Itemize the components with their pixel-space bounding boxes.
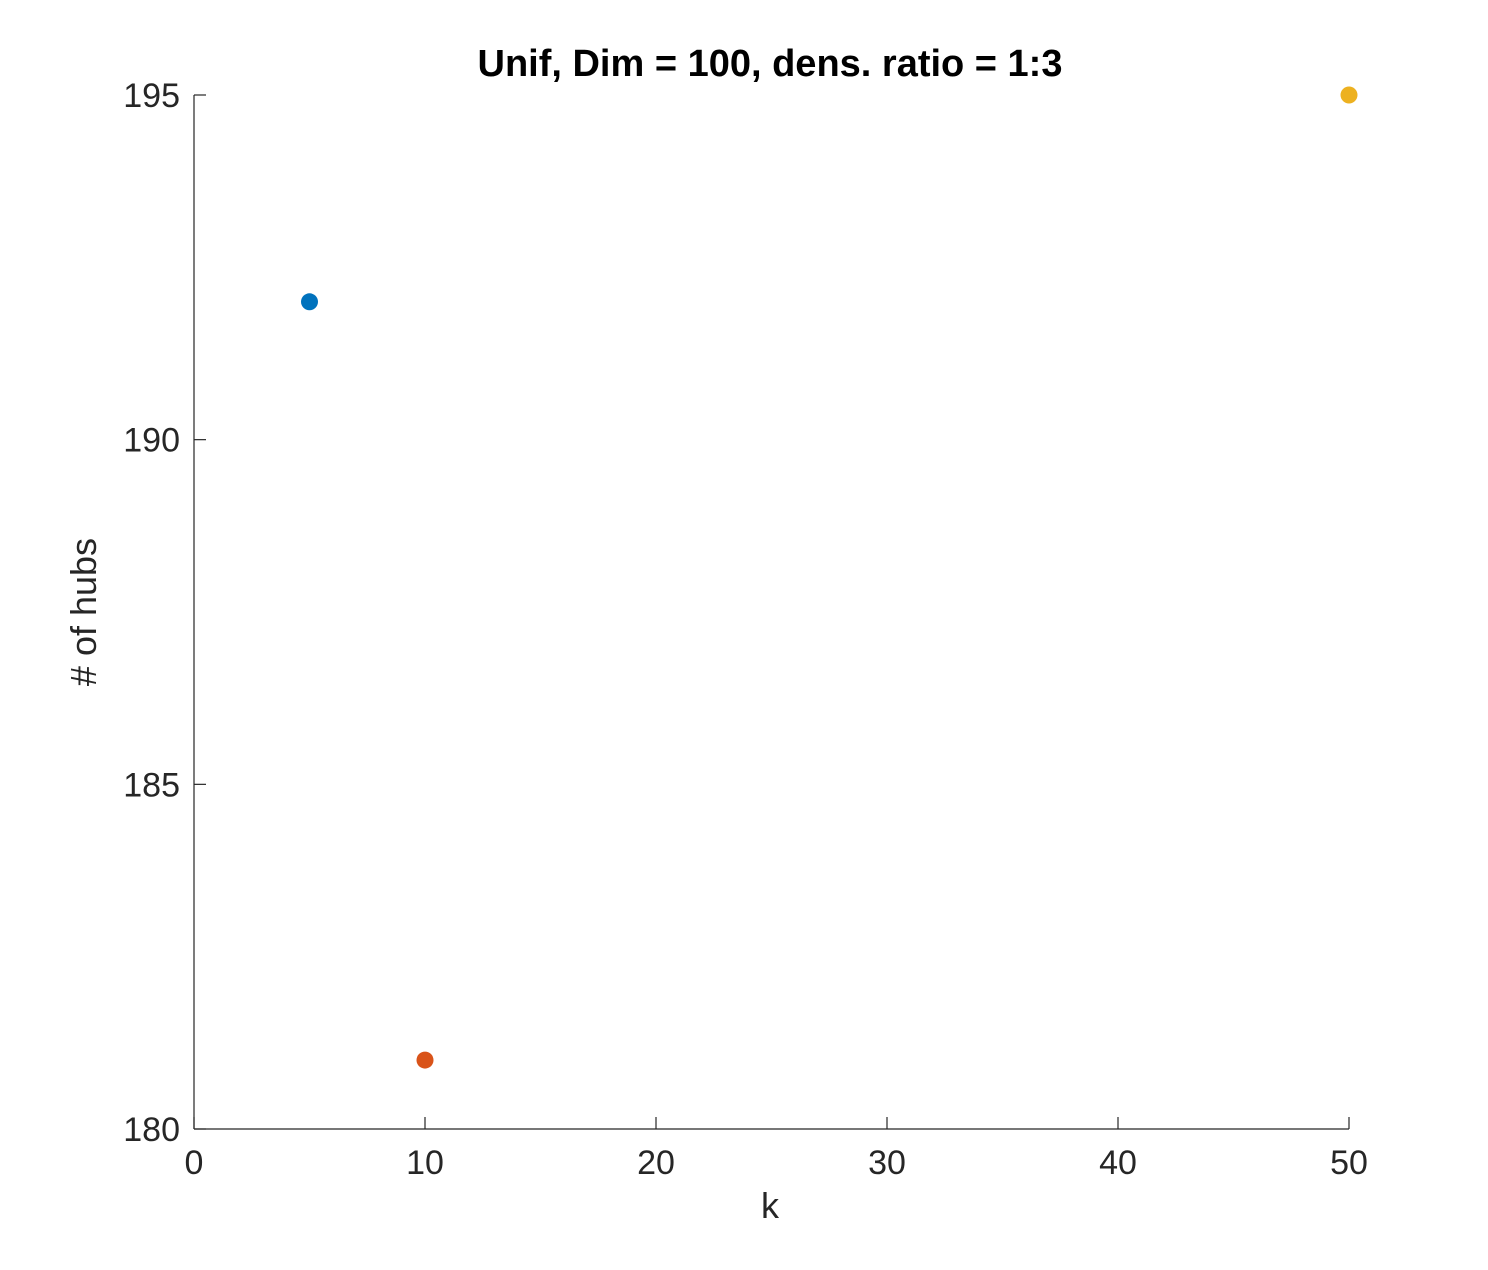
x-tick-label: 40: [1099, 1144, 1137, 1182]
x-axis-ticks: 0 10 20 30 40 50: [185, 1117, 1368, 1182]
y-axis-ticks: 180 185 190 195: [123, 77, 206, 1149]
x-axis-label: k: [761, 1185, 780, 1226]
x-tick-label: 30: [868, 1144, 906, 1182]
y-tick-label: 180: [123, 1111, 180, 1149]
x-tick-label: 0: [185, 1144, 204, 1182]
data-points: [301, 86, 1358, 1069]
plot-axes: [193, 95, 1349, 1130]
data-point: [416, 1051, 434, 1069]
y-axis-label: # of hubs: [63, 538, 104, 686]
chart-title: Unif, Dim = 100, dens. ratio = 1:3: [478, 43, 1063, 85]
x-tick-label: 50: [1330, 1144, 1368, 1182]
y-tick-label: 185: [123, 766, 180, 804]
y-tick-label: 195: [123, 77, 180, 115]
y-tick-label: 190: [123, 422, 180, 460]
data-point: [301, 293, 318, 311]
data-point: [1340, 86, 1358, 104]
x-tick-label: 10: [406, 1144, 444, 1182]
x-tick-label: 20: [637, 1144, 675, 1182]
